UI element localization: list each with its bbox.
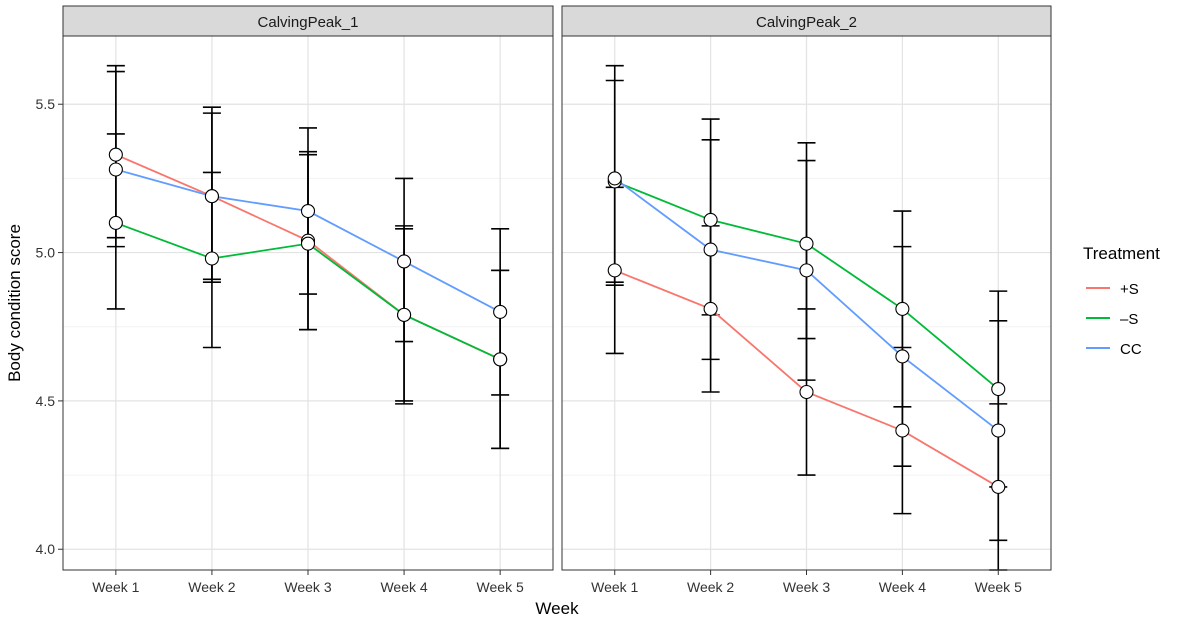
- data-point: [108, 162, 123, 177]
- x-axis-title: Week: [535, 599, 579, 618]
- x-tick-label: Week 4: [879, 579, 926, 595]
- data-point: [108, 215, 123, 230]
- legend-label: CC: [1120, 341, 1142, 358]
- data-point: [895, 349, 910, 364]
- x-tick-label: Week 5: [975, 579, 1022, 595]
- data-point: [493, 352, 508, 367]
- data-point: [703, 212, 718, 227]
- data-point: [397, 307, 412, 322]
- panel-2: CalvingPeak_2 Week 1 Week 2 Week 3 Week 4 Wee…: [561, 5, 1052, 595]
- data-point: [108, 147, 123, 162]
- legend-label: –S: [1120, 311, 1138, 328]
- data-point: [607, 171, 622, 186]
- legend: Treatment +S –S CC: [1083, 244, 1160, 358]
- data-point: [703, 301, 718, 316]
- panels: CalvingPeak_1 Week 1 Week 2 Week 3 Week 4 Wee…: [36, 5, 1052, 595]
- data-point: [991, 479, 1006, 494]
- x-tick-label: Week 1: [591, 579, 638, 595]
- data-point: [799, 384, 814, 400]
- data-point: [607, 263, 622, 278]
- data-point: [799, 236, 814, 251]
- data-point: [991, 423, 1006, 438]
- panel-1: CalvingPeak_1 Week 1 Week 2 Week 3 Week 4 Wee…: [36, 5, 554, 595]
- data-point: [799, 263, 814, 278]
- data-point: [300, 203, 316, 219]
- data-point: [493, 304, 508, 319]
- x-tick-label: Week 2: [687, 579, 734, 595]
- data-point: [300, 236, 316, 251]
- data-point: [204, 189, 219, 204]
- y-tick-label: 4.5: [36, 393, 56, 409]
- data-point: [703, 242, 718, 257]
- legend-label: +S: [1120, 281, 1139, 298]
- data-point: [991, 381, 1006, 397]
- data-point: [895, 301, 910, 316]
- x-tick-label: Week 3: [783, 579, 830, 595]
- y-tick-label: 5.0: [36, 245, 56, 261]
- x-tick-label: Week 5: [477, 579, 524, 595]
- legend-title: Treatment: [1083, 244, 1160, 263]
- x-tick-label: Week 1: [92, 579, 139, 595]
- data-point: [895, 423, 910, 438]
- x-tick-label: Week 3: [284, 579, 331, 595]
- panel-strip: [561, 5, 1052, 37]
- panel-title: CalvingPeak_1: [258, 14, 359, 31]
- x-tick-label: Week 2: [188, 579, 235, 595]
- y-axis-title: Body condition score: [5, 224, 24, 382]
- data-point: [397, 254, 412, 269]
- y-tick-label: 5.5: [36, 96, 56, 112]
- panel-title: CalvingPeak_2: [756, 14, 857, 31]
- panel-strip: [62, 5, 554, 37]
- y-tick-label: 4.0: [36, 541, 56, 557]
- x-tick-label: Week 4: [380, 579, 427, 595]
- data-point: [204, 251, 219, 266]
